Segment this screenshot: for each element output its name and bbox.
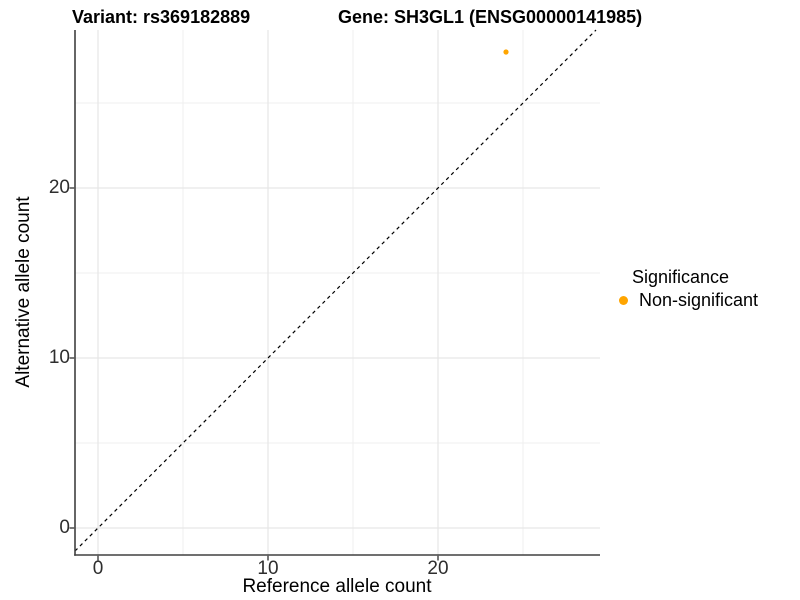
- data-point: [503, 49, 509, 55]
- plot-title-variant: Variant: rs369182889: [72, 7, 251, 27]
- y-tick-label: 20: [48, 177, 70, 198]
- y-tick-label: 0: [59, 517, 70, 538]
- legend: Significance Non-significant: [617, 268, 800, 310]
- plot-title-gene: Gene: SH3GL1 (ENSG00000141985): [338, 7, 643, 27]
- y-axis-title: Alternative allele count: [13, 196, 34, 388]
- y-tick-label: 10: [48, 347, 70, 368]
- legend-title: Significance: [632, 267, 730, 287]
- x-tick-label: 10: [257, 558, 279, 579]
- x-tick-label: 0: [92, 558, 104, 579]
- x-tick-label: 20: [427, 558, 449, 579]
- legend-item-label: Non-significant: [639, 290, 759, 310]
- identity-line: [74, 29, 597, 552]
- x-axis-title: Reference allele count: [242, 576, 432, 597]
- legend-point-icon: [619, 296, 628, 305]
- legend-item: Non-significant: [617, 291, 800, 310]
